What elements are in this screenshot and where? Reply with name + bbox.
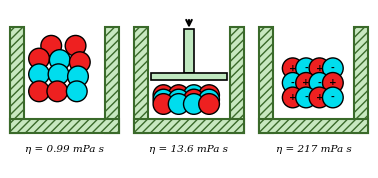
Circle shape (199, 89, 219, 110)
Circle shape (29, 64, 50, 85)
Circle shape (322, 72, 343, 93)
Circle shape (168, 85, 189, 105)
Bar (134, 119, 244, 133)
Bar (10, 119, 119, 133)
Bar (259, 27, 273, 133)
Circle shape (184, 94, 204, 114)
Bar (24, 27, 105, 119)
Text: -: - (291, 78, 294, 87)
Text: -: - (331, 93, 335, 102)
Circle shape (199, 85, 219, 105)
Text: +: + (302, 78, 310, 87)
Circle shape (309, 72, 330, 93)
Text: +: + (316, 64, 323, 73)
Circle shape (199, 94, 219, 114)
Bar (259, 119, 368, 133)
Circle shape (70, 52, 90, 72)
Circle shape (48, 64, 69, 85)
Bar (184, 29, 194, 73)
Bar (273, 27, 354, 119)
Circle shape (322, 87, 343, 108)
Circle shape (153, 89, 174, 110)
Text: η = 13.6 mPa s: η = 13.6 mPa s (150, 145, 228, 154)
Text: η = 217 mPa s: η = 217 mPa s (276, 145, 351, 154)
Circle shape (68, 66, 88, 87)
Text: -: - (318, 78, 321, 87)
Bar (134, 27, 148, 133)
Circle shape (29, 48, 50, 69)
Bar (148, 27, 230, 119)
Circle shape (282, 58, 303, 79)
Circle shape (168, 89, 189, 110)
Bar (230, 27, 244, 133)
Circle shape (296, 58, 316, 79)
Circle shape (309, 87, 330, 108)
Circle shape (168, 94, 189, 114)
Bar (354, 27, 368, 133)
Circle shape (50, 50, 70, 70)
Text: η = 0.99 mPa s: η = 0.99 mPa s (25, 145, 104, 154)
Bar (151, 73, 227, 80)
Circle shape (296, 87, 316, 108)
Circle shape (67, 81, 87, 102)
Circle shape (29, 81, 50, 102)
Circle shape (296, 72, 316, 93)
Text: +: + (289, 64, 296, 73)
Text: -: - (304, 64, 308, 73)
Circle shape (41, 35, 62, 56)
Text: +: + (329, 78, 337, 87)
Text: -: - (304, 93, 308, 102)
Circle shape (184, 89, 204, 110)
Bar (105, 27, 119, 133)
Circle shape (322, 58, 343, 79)
Circle shape (153, 94, 174, 114)
Bar (10, 27, 24, 133)
Text: +: + (289, 93, 296, 102)
Circle shape (65, 35, 86, 56)
Circle shape (282, 87, 303, 108)
Circle shape (309, 58, 330, 79)
Circle shape (184, 85, 204, 105)
Text: -: - (331, 64, 335, 73)
Circle shape (47, 81, 68, 102)
Circle shape (153, 85, 174, 105)
Circle shape (282, 72, 303, 93)
Text: +: + (316, 93, 323, 102)
